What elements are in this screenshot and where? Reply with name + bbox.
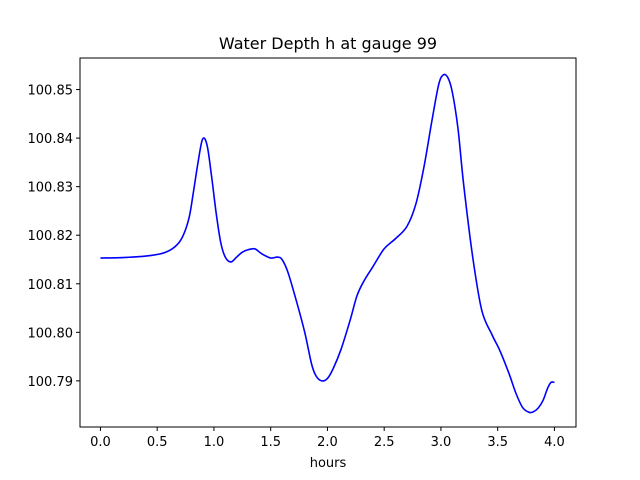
y-tick-label: 100.81 — [28, 278, 74, 293]
y-tick-label: 100.85 — [28, 84, 74, 99]
x-tick-label: 0.5 — [147, 435, 168, 450]
y-axis: 100.79 100.80 100.81 100.82 100.83 100.84 100.… — [28, 84, 80, 390]
x-tick-label: 3.5 — [487, 435, 508, 450]
y-tick-label: 100.82 — [28, 229, 74, 244]
series-line — [100, 73, 555, 414]
x-tick-label: 2.5 — [374, 435, 395, 450]
x-tick-label: 2.0 — [317, 435, 338, 450]
y-tick-label: 100.84 — [28, 132, 74, 147]
plot-frame — [79, 57, 577, 428]
x-tick-label: 1.0 — [204, 435, 225, 450]
x-axis: 0.0 0.5 1.0 1.5 2.0 2.5 3.0 3.5 4.0 — [90, 427, 565, 450]
y-tick-label: 100.79 — [28, 375, 74, 390]
x-tick-label: 0.0 — [90, 435, 111, 450]
x-tick-label: 4.0 — [544, 435, 565, 450]
y-tick-label: 100.83 — [28, 181, 74, 196]
x-tick-label: 3.0 — [431, 435, 452, 450]
plot-area — [100, 73, 555, 414]
x-axis-label: hours — [310, 456, 347, 471]
x-tick-label: 1.5 — [260, 435, 281, 450]
y-tick-label: 100.80 — [28, 326, 74, 341]
chart-title: Water Depth h at gauge 99 — [219, 34, 437, 53]
